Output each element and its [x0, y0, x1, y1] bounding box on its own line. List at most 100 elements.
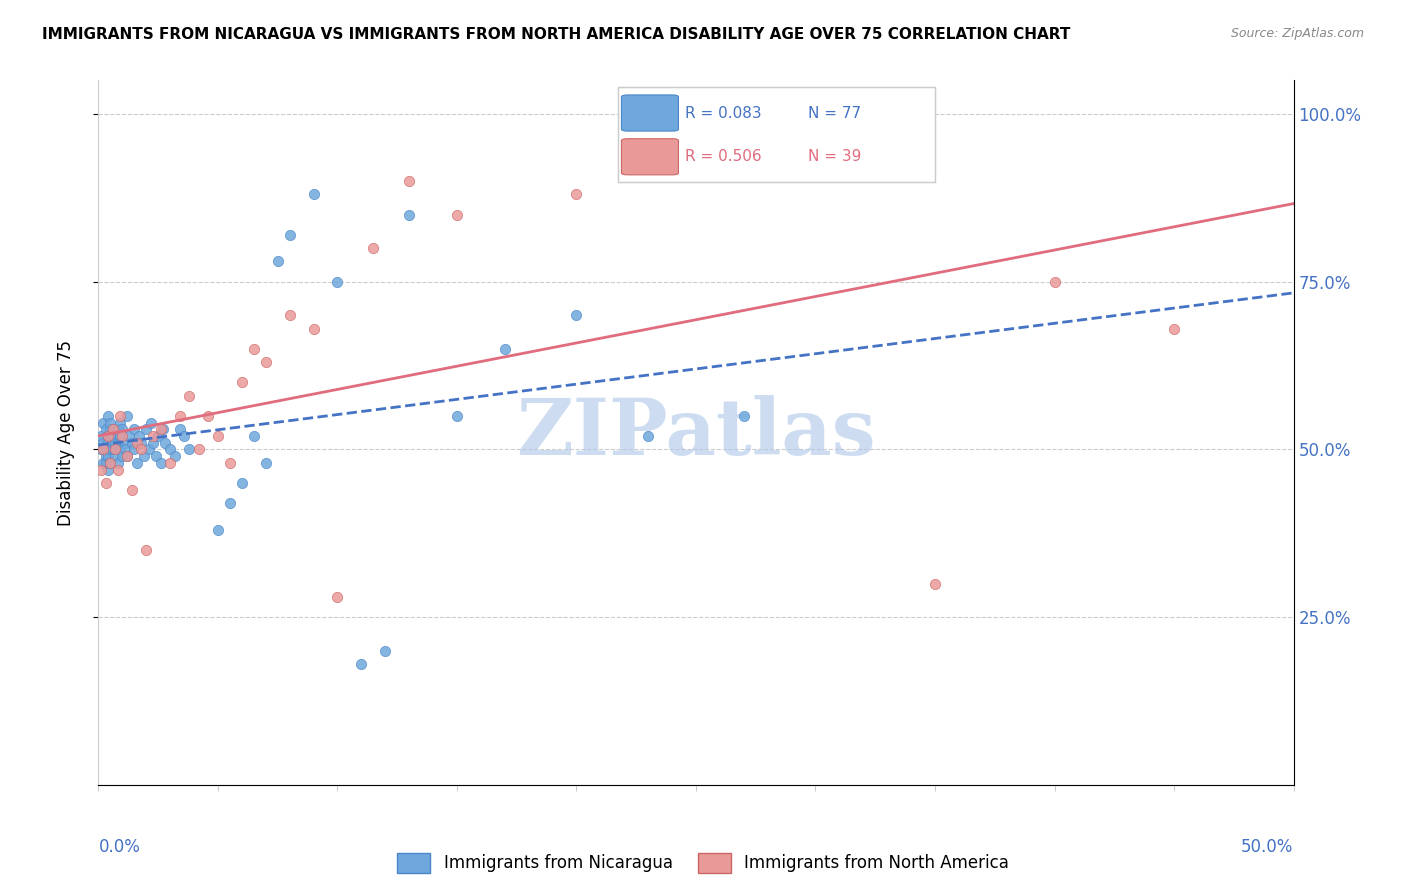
- Point: [159, 442, 181, 457]
- Point: [101, 422, 124, 436]
- Point: [101, 422, 124, 436]
- Point: [107, 422, 129, 436]
- Point: [243, 342, 266, 356]
- Point: [132, 449, 155, 463]
- Point: [219, 496, 242, 510]
- Point: [101, 429, 124, 443]
- Point: [278, 227, 301, 242]
- Point: [124, 442, 146, 457]
- Point: [637, 429, 659, 443]
- Point: [267, 254, 290, 268]
- Point: [254, 355, 277, 369]
- Point: [326, 590, 349, 604]
- Point: [121, 435, 143, 450]
- Point: [104, 449, 127, 463]
- Point: [91, 456, 114, 470]
- Point: [363, 241, 385, 255]
- Text: 0.0%: 0.0%: [98, 838, 141, 855]
- Point: [91, 435, 114, 450]
- Point: [97, 429, 120, 443]
- Point: [125, 456, 148, 470]
- Point: [733, 409, 755, 423]
- Point: [374, 644, 396, 658]
- Point: [94, 475, 117, 490]
- Point: [139, 416, 162, 430]
- Point: [115, 409, 138, 423]
- Point: [104, 442, 127, 457]
- Point: [350, 657, 373, 672]
- Point: [121, 483, 143, 497]
- Point: [97, 435, 120, 450]
- Point: [94, 456, 117, 470]
- Point: [97, 409, 120, 423]
- Point: [107, 435, 129, 450]
- Point: [219, 456, 242, 470]
- Point: [97, 462, 120, 476]
- Point: [98, 442, 122, 457]
- Point: [207, 523, 229, 537]
- Text: 50.0%: 50.0%: [1241, 838, 1294, 855]
- Point: [114, 435, 136, 450]
- Point: [91, 416, 114, 430]
- Point: [108, 442, 131, 457]
- Point: [111, 449, 134, 463]
- Point: [398, 174, 420, 188]
- Point: [254, 456, 277, 470]
- Point: [159, 456, 181, 470]
- Point: [98, 416, 122, 430]
- Point: [108, 409, 131, 423]
- Point: [107, 462, 129, 476]
- Point: [131, 442, 153, 457]
- Point: [169, 409, 191, 423]
- Text: Source: ZipAtlas.com: Source: ZipAtlas.com: [1230, 27, 1364, 40]
- Point: [90, 429, 112, 443]
- Point: [101, 442, 124, 457]
- Point: [114, 442, 136, 457]
- Point: [155, 435, 177, 450]
- Point: [302, 321, 325, 335]
- Point: [179, 442, 201, 457]
- Point: [243, 429, 266, 443]
- Point: [278, 308, 301, 322]
- Point: [124, 422, 146, 436]
- Point: [326, 275, 349, 289]
- Point: [207, 429, 229, 443]
- Point: [169, 422, 191, 436]
- Legend: Immigrants from Nicaragua, Immigrants from North America: Immigrants from Nicaragua, Immigrants fr…: [391, 847, 1015, 880]
- Point: [828, 134, 851, 148]
- Point: [145, 449, 167, 463]
- Point: [131, 435, 153, 450]
- Point: [111, 422, 134, 436]
- Point: [94, 442, 117, 457]
- Text: ZIPatlas: ZIPatlas: [516, 394, 876, 471]
- Point: [138, 442, 160, 457]
- Point: [111, 429, 134, 443]
- Point: [302, 187, 325, 202]
- Point: [90, 442, 112, 457]
- Point: [231, 475, 253, 490]
- Text: IMMIGRANTS FROM NICARAGUA VS IMMIGRANTS FROM NORTH AMERICA DISABILITY AGE OVER 7: IMMIGRANTS FROM NICARAGUA VS IMMIGRANTS …: [42, 27, 1070, 42]
- Point: [197, 409, 219, 423]
- Point: [98, 456, 122, 470]
- Point: [128, 429, 150, 443]
- Point: [685, 161, 707, 175]
- Point: [91, 442, 114, 457]
- Point: [924, 576, 946, 591]
- Point: [108, 429, 131, 443]
- Point: [104, 442, 127, 457]
- Point: [94, 449, 117, 463]
- Point: [97, 449, 120, 463]
- Point: [163, 449, 186, 463]
- Point: [148, 429, 170, 443]
- Point: [125, 435, 148, 450]
- Point: [565, 187, 588, 202]
- Point: [97, 429, 120, 443]
- Point: [90, 462, 112, 476]
- Point: [446, 409, 468, 423]
- Point: [94, 422, 117, 436]
- Point: [179, 389, 201, 403]
- Point: [231, 376, 253, 390]
- Point: [108, 416, 131, 430]
- Point: [104, 435, 127, 450]
- Point: [101, 435, 124, 450]
